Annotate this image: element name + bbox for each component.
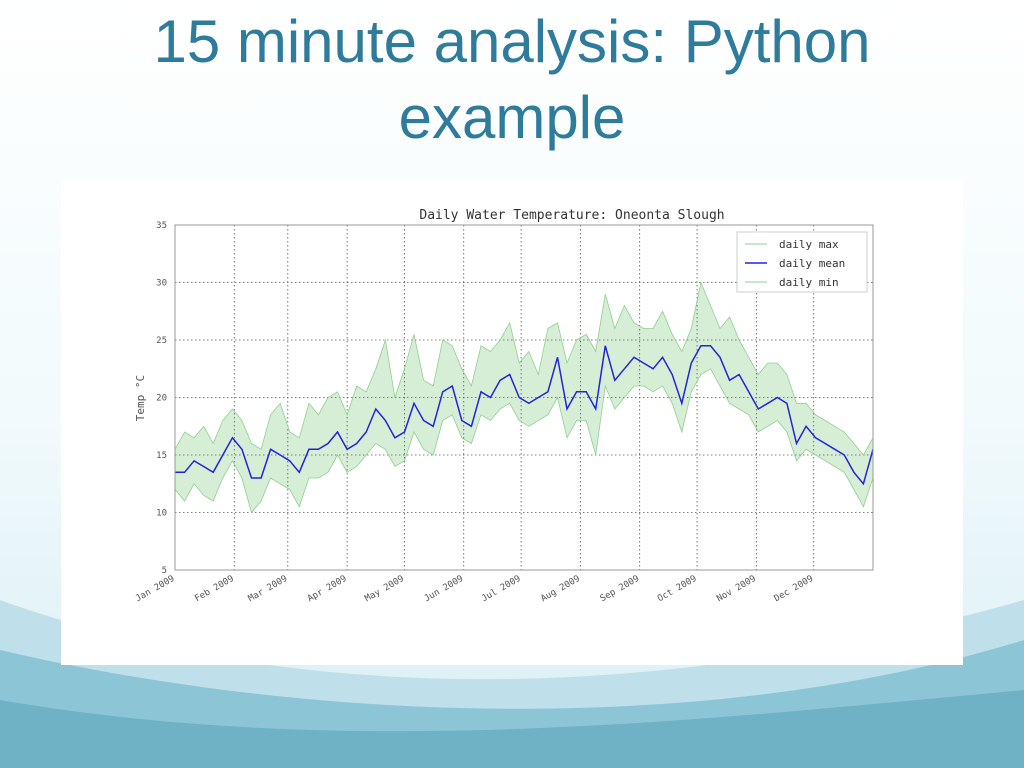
legend-label: daily max xyxy=(779,238,839,251)
y-tick-label: 5 xyxy=(162,566,167,576)
series-line xyxy=(174,281,874,456)
slide-title-box: 15 minute analysis: Python example xyxy=(0,4,1024,156)
series-line xyxy=(174,368,874,514)
y-tick-label: 20 xyxy=(156,394,167,404)
legend-label: daily min xyxy=(779,276,839,289)
background-wave xyxy=(0,690,1024,768)
slide-title: 15 minute analysis: Python example xyxy=(153,8,871,151)
chart-title: Daily Water Temperature: Oneonta Slough xyxy=(419,208,724,223)
y-tick-label: 30 xyxy=(156,279,167,289)
plot-frame xyxy=(174,224,874,571)
legend-label: daily mean xyxy=(779,257,845,270)
y-tick-label: 35 xyxy=(156,221,167,231)
series-line xyxy=(175,345,874,486)
y-tick-label: 15 xyxy=(156,451,167,461)
y-axis-label: Temp °C xyxy=(134,375,147,421)
y-tick-label: 25 xyxy=(156,336,167,346)
y-tick-label: 10 xyxy=(156,509,167,519)
